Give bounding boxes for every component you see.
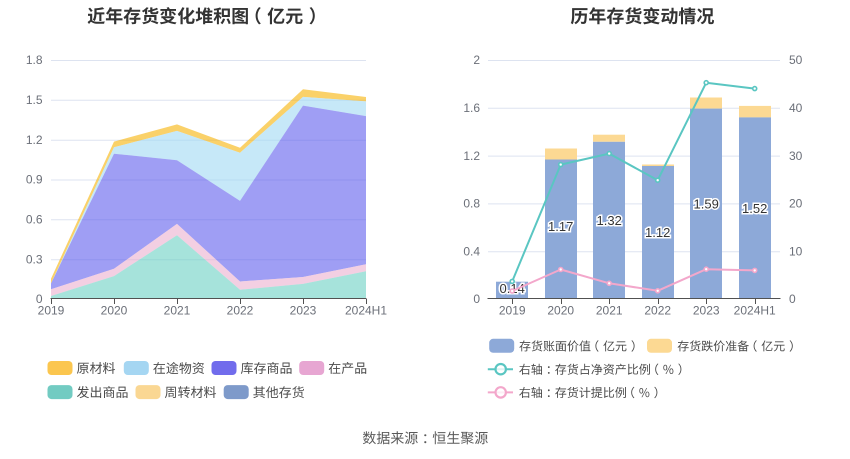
svg-text:1.6: 1.6 <box>463 101 480 115</box>
svg-text:2019: 2019 <box>38 304 65 318</box>
svg-text:1.5: 1.5 <box>26 93 43 107</box>
svg-text:30: 30 <box>789 149 803 163</box>
svg-text:1.2: 1.2 <box>463 149 480 163</box>
svg-text:1.32: 1.32 <box>597 213 622 228</box>
svg-text:10: 10 <box>789 244 803 258</box>
svg-text:0: 0 <box>789 292 796 306</box>
svg-text:2022: 2022 <box>227 304 254 318</box>
svg-text:2021: 2021 <box>596 304 623 318</box>
svg-text:40: 40 <box>789 101 803 115</box>
svg-text:1.59: 1.59 <box>694 196 719 211</box>
svg-text:2020: 2020 <box>101 304 128 318</box>
svg-text:2021: 2021 <box>164 304 191 318</box>
svg-text:2023: 2023 <box>290 304 317 318</box>
svg-text:1.52: 1.52 <box>742 201 767 216</box>
svg-text:0.3: 0.3 <box>26 252 43 266</box>
svg-text:1.17: 1.17 <box>548 219 573 234</box>
svg-text:2024H1: 2024H1 <box>345 304 387 318</box>
svg-text:2020: 2020 <box>547 304 574 318</box>
svg-text:1.8: 1.8 <box>26 53 43 67</box>
svg-text:20: 20 <box>789 197 803 211</box>
svg-text:2024H1: 2024H1 <box>734 304 776 318</box>
svg-text:2022: 2022 <box>644 304 671 318</box>
svg-text:0: 0 <box>473 292 480 306</box>
svg-text:0: 0 <box>36 292 43 306</box>
svg-text:0.9: 0.9 <box>26 173 43 187</box>
svg-text:2: 2 <box>473 53 480 67</box>
svg-text:1.2: 1.2 <box>26 133 43 147</box>
svg-text:50: 50 <box>789 53 803 67</box>
svg-text:1.12: 1.12 <box>645 225 670 240</box>
svg-text:0.6: 0.6 <box>26 213 43 227</box>
svg-text:2019: 2019 <box>499 304 526 318</box>
svg-text:2023: 2023 <box>693 304 720 318</box>
svg-text:0.4: 0.4 <box>463 244 480 258</box>
svg-text:0.8: 0.8 <box>463 197 480 211</box>
